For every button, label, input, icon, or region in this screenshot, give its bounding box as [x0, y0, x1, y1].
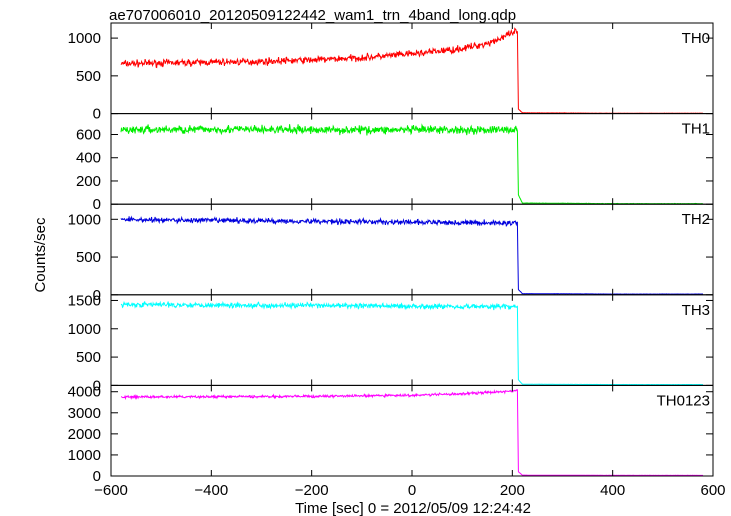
y-tick-label: 600: [76, 127, 101, 144]
panel-label: TH0: [682, 30, 710, 47]
y-axis-label: Counts/sec: [32, 217, 49, 293]
y-tick-label: 1500: [68, 292, 101, 309]
y-tick-label: 3000: [68, 405, 101, 422]
series-line-th1: [120, 123, 704, 205]
x-tick-label: 600: [700, 482, 725, 499]
x-axis-label: Time [sec] 0 = 2012/05/09 12:24:42: [295, 500, 531, 516]
panel-th0123: 0 1000 2000 3000 4000 TH0123: [68, 384, 714, 485]
x-tick-label: −600: [94, 482, 128, 499]
y-tick-label: 0: [93, 468, 101, 485]
y-tick-label: 500: [76, 68, 101, 85]
panel-frame: [110, 22, 714, 115]
panel-th1: 0 200 400 600 TH1: [76, 113, 714, 213]
series-line-th0123: [121, 388, 703, 476]
y-tick-label: 1000: [68, 30, 101, 47]
y-tick-label: 500: [76, 349, 101, 366]
panels-group: 0 500 1000 TH0 0 200 400 600 TH1 0 500 1000 TH2 0 500 1…: [68, 22, 714, 485]
y-tick-label: 0: [93, 287, 101, 304]
panel-label: TH3: [682, 302, 710, 319]
y-tick-label: 1000: [68, 447, 101, 464]
y-tick-label: 4000: [68, 384, 101, 401]
y-tick-label: 400: [76, 150, 101, 167]
y-tick-label: 0: [93, 106, 101, 123]
y-tick-label: 2000: [68, 426, 101, 443]
panel-label: TH1: [682, 121, 710, 138]
panel-frame: [110, 384, 714, 477]
x-tick-label: 400: [600, 482, 625, 499]
y-tick-label: 500: [76, 249, 101, 266]
chart-title: ae707006010_20120509122442_wam1_trn_4ban…: [109, 7, 516, 24]
x-tick-label: −200: [295, 482, 329, 499]
y-tick-label: 1000: [68, 321, 101, 338]
y-tick-label: 0: [93, 196, 101, 213]
series-line-th3: [120, 300, 703, 386]
panel-th0: 0 500 1000 TH0: [68, 22, 714, 123]
x-tick-label: −400: [194, 482, 228, 499]
panel-label: TH0123: [657, 392, 710, 409]
panel-th3: 0 500 1000 1500 TH3: [68, 292, 714, 394]
y-tick-label: 1000: [68, 211, 101, 228]
x-tick-label: 200: [500, 482, 525, 499]
y-tick-label: 0: [93, 377, 101, 394]
x-axis: −600 −400 −200 0 200 400 600: [94, 482, 725, 499]
x-tick-label: 0: [408, 482, 416, 499]
series-line-th2: [120, 215, 703, 295]
y-tick-label: 200: [76, 173, 101, 190]
panel-th2: 0 500 1000 TH2: [68, 203, 714, 304]
panel-label: TH2: [682, 211, 710, 228]
panel-frame: [110, 203, 714, 296]
series-line-th0: [120, 27, 704, 114]
